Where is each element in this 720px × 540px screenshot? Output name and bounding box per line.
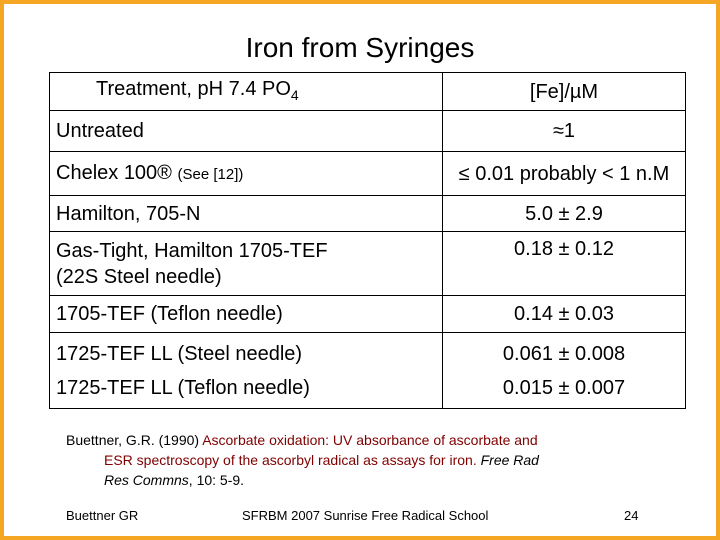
footer-event: SFRBM 2007 Sunrise Free Radical School <box>242 508 489 523</box>
header-subscript: 4 <box>290 86 299 103</box>
row-fe: 5.0 ± 2.9 <box>442 195 686 232</box>
row-treatment: 1705-TEF (Teflon needle) <box>49 295 443 333</box>
row-fe: 0.061 ± 0.008 0.015 ± 0.007 <box>442 332 686 409</box>
reference-journal: Free Rad <box>480 452 539 468</box>
reference-volume: , 10: 5-9. <box>188 472 245 488</box>
row-treatment: Chelex 100® (See [12]) <box>49 151 443 196</box>
table-row: Hamilton, 705-N 5.0 ± 2.9 <box>49 195 686 232</box>
reference-title: Ascorbate oxidation: UV absorbance of as… <box>202 432 538 448</box>
row-fe: 0.18 ± 0.12 <box>442 231 686 296</box>
row-fe: ≤ 0.01 probably < 1 n.M <box>442 151 686 196</box>
reference-author: Buettner, G.R. (1990) <box>66 432 203 448</box>
row-fe: ≈1 <box>442 110 686 152</box>
reference-journal-cont: Res Commns <box>104 472 189 488</box>
table-row: 1705-TEF (Teflon needle) 0.14 ± 0.03 <box>49 295 686 333</box>
row-treatment: Gas-Tight, Hamilton 1705-TEF (22S Steel n… <box>49 231 443 296</box>
table-row: Chelex 100® (See [12]) ≤ 0.01 probably <… <box>49 151 686 196</box>
table-row: Untreated ≈1 <box>49 110 686 152</box>
table-header-row: Treatment, pH 7.4 PO4 [Fe]/µM <box>49 72 686 111</box>
row-treatment: 1725-TEF LL (Steel needle) 1725-TEF LL (T… <box>49 332 443 409</box>
page-number: 24 <box>624 508 639 523</box>
reference-title-cont: ESR spectroscopy of the ascorbyl radical… <box>104 452 481 468</box>
slide-title: Iron from Syringes <box>245 32 475 63</box>
reference-citation: Buettner, G.R. (1990) Ascorbate oxidatio… <box>66 430 666 490</box>
header-treatment: Treatment, pH 7.4 PO4 <box>49 72 443 111</box>
header-fe: [Fe]/µM <box>442 72 686 111</box>
row-fe: 0.14 ± 0.03 <box>442 295 686 333</box>
table-row: Gas-Tight, Hamilton 1705-TEF (22S Steel n… <box>49 231 686 296</box>
row-treatment: Hamilton, 705-N <box>49 195 443 232</box>
row-treatment: Untreated <box>49 110 443 152</box>
footer-author: Buettner GR <box>66 508 139 523</box>
iron-table: Treatment, pH 7.4 PO4 [Fe]/µM Untreated … <box>49 72 686 409</box>
table-row: 1725-TEF LL (Steel needle) 1725-TEF LL (T… <box>49 332 686 409</box>
row-note: (See [12]) <box>177 165 244 183</box>
